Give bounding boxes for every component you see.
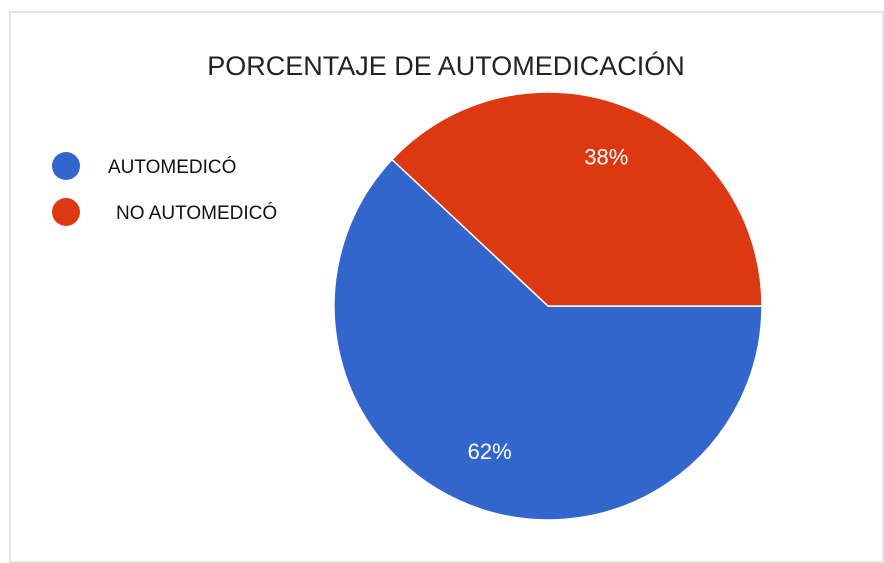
slice-label: 62% (468, 439, 512, 464)
chart-title: PORCENTAJE DE AUTOMEDICACIÓN (207, 50, 685, 81)
legend-label: AUTOMEDICÓ (108, 156, 236, 178)
slice-label: 38% (584, 145, 628, 170)
pie-slice (333, 158, 763, 521)
pie-slice (390, 91, 763, 307)
legend-swatch (52, 198, 80, 226)
legend-swatch (52, 152, 80, 180)
legend-label: NO AUTOMEDICÓ (116, 202, 277, 224)
